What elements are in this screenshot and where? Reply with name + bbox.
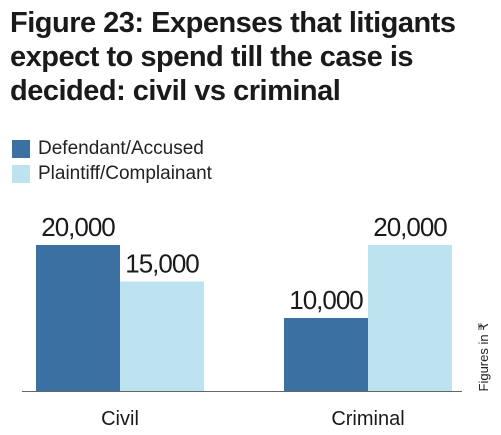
data-label-civil-plaintiff: 15,000 (125, 249, 199, 279)
chart-title: Figure 23: Expenses that litigants expec… (10, 7, 456, 107)
data-label-civil-defendant: 20,000 (41, 212, 115, 242)
bar-civil-plaintiff (120, 281, 204, 391)
units-note: Figures in ₹ (476, 323, 491, 392)
legend-swatch-defendant (12, 139, 30, 158)
data-label-criminal-defendant: 10,000 (289, 285, 363, 315)
category-label-civil: Civil (101, 408, 139, 430)
data-label-criminal-plaintiff: 20,000 (373, 212, 447, 242)
legend-swatch-plaintiff (12, 164, 30, 183)
category-label-criminal: Criminal (331, 408, 404, 430)
bar-criminal-plaintiff (368, 245, 452, 391)
legend-item-plaintiff: Plaintiff/Complainant (12, 161, 212, 186)
legend: Defendant/Accused Plaintiff/Complainant (12, 136, 212, 186)
legend-item-defendant: Defendant/Accused (12, 136, 212, 161)
bar-civil-defendant (36, 245, 120, 391)
legend-label-plaintiff: Plaintiff/Complainant (38, 162, 212, 184)
bar-criminal-defendant (284, 318, 368, 391)
legend-label-defendant: Defendant/Accused (38, 137, 204, 159)
